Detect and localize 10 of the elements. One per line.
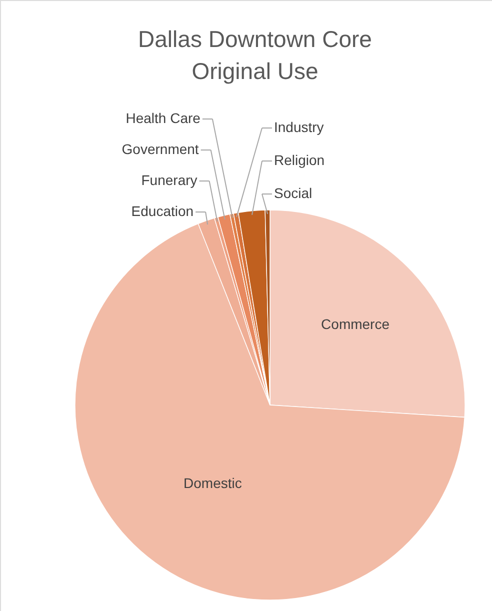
chart-title: Dallas Downtown Core Original Use: [138, 26, 372, 84]
slice-label: Domestic: [184, 474, 242, 491]
slice-label: Religion: [274, 152, 325, 168]
slice-label: Commerce: [321, 316, 390, 332]
slice-label: Funerary: [141, 172, 198, 188]
slice-label: Industry: [274, 119, 324, 135]
slice-label: Government: [122, 141, 199, 157]
slice-label: Education: [131, 203, 194, 219]
slice-label: Social: [274, 185, 312, 201]
slice-label: Health Care: [126, 110, 201, 126]
